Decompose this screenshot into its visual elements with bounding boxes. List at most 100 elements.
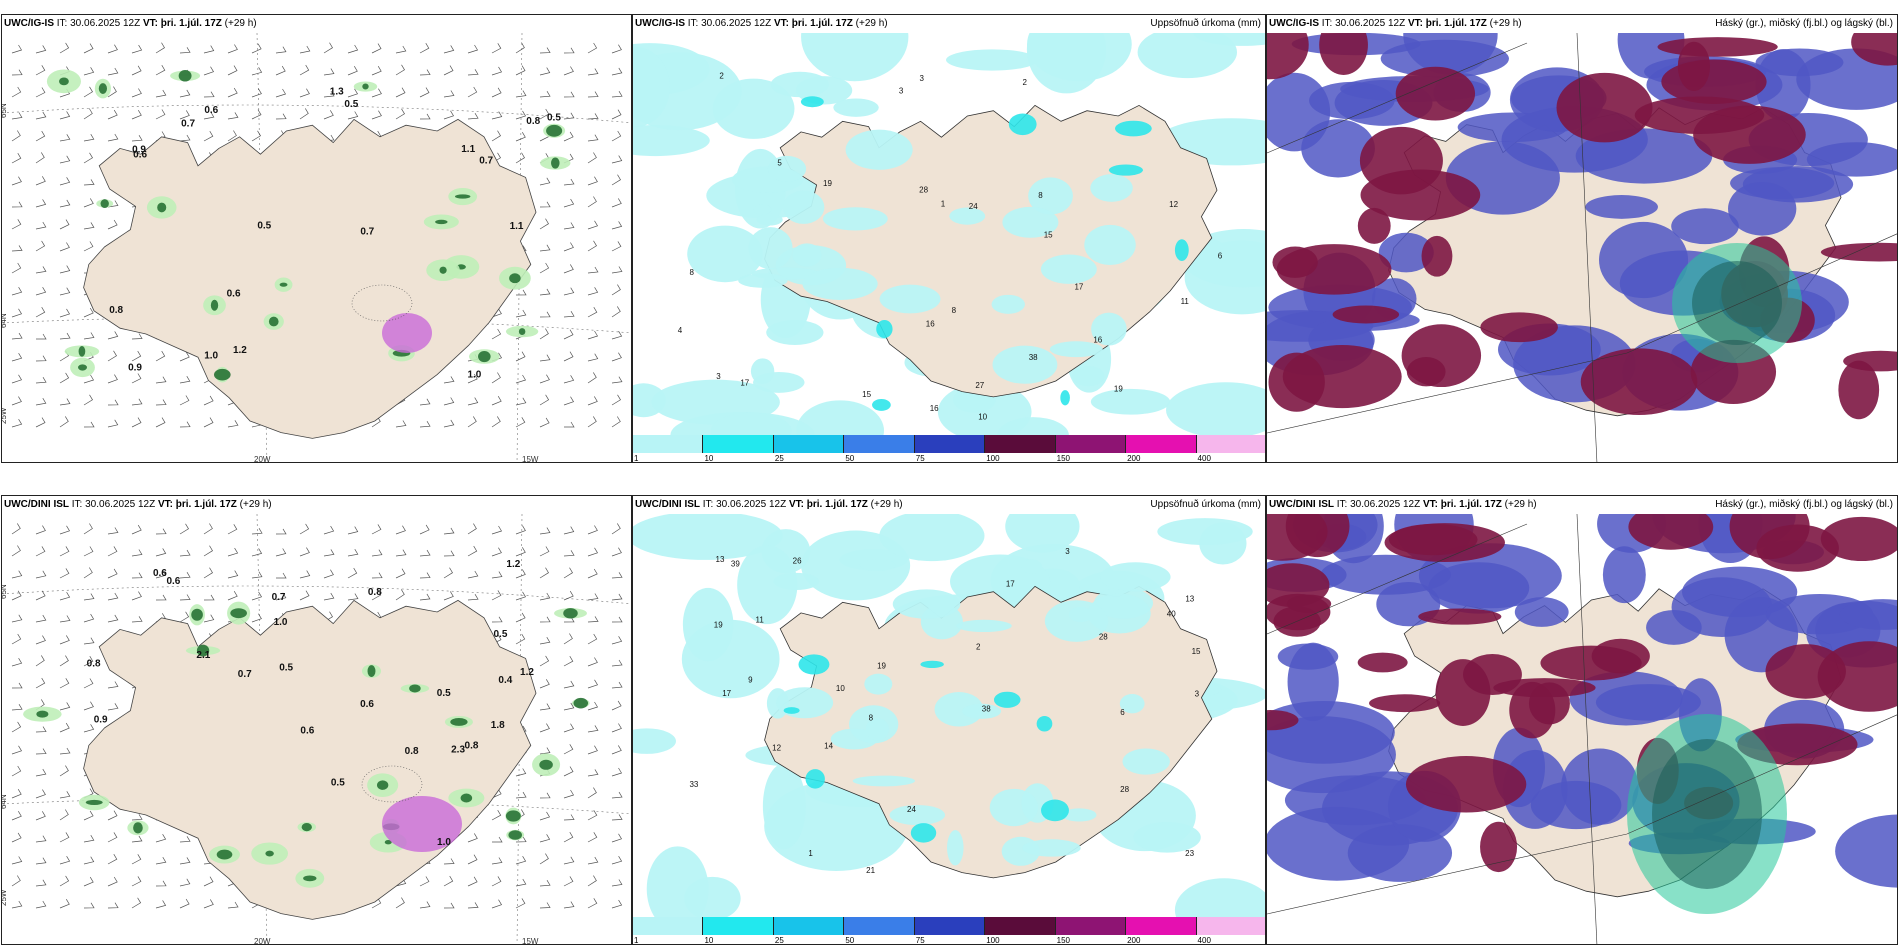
wind-barb bbox=[491, 571, 503, 579]
wind-barb bbox=[347, 526, 359, 535]
high-cloud bbox=[1540, 645, 1642, 681]
wind-barb bbox=[35, 240, 46, 252]
mid-cloud bbox=[1806, 142, 1897, 177]
precip-core bbox=[478, 350, 491, 363]
precip-core bbox=[178, 70, 192, 82]
colorbar-label: 150 bbox=[1056, 454, 1071, 463]
wind-barb bbox=[491, 876, 502, 887]
value-label: 6 bbox=[1120, 708, 1125, 717]
wind-barb bbox=[563, 66, 574, 76]
wind-barb bbox=[563, 396, 575, 406]
precip-area bbox=[1049, 341, 1103, 358]
value-label: 0.8 bbox=[109, 305, 123, 316]
value-label: 4 bbox=[678, 326, 683, 335]
wind-barb bbox=[203, 899, 214, 909]
wind-barb bbox=[491, 43, 502, 54]
wind-barb bbox=[131, 549, 143, 557]
high-cloud bbox=[1388, 523, 1478, 556]
wind-barb bbox=[539, 218, 549, 230]
wind-barb bbox=[347, 549, 359, 557]
precip-core bbox=[539, 759, 553, 770]
wind-barb bbox=[11, 900, 23, 909]
wind-barb bbox=[563, 375, 575, 384]
wind-barb bbox=[11, 219, 22, 230]
wind-barb bbox=[59, 765, 69, 777]
wind-barb bbox=[611, 767, 623, 777]
wind-barb bbox=[275, 528, 287, 535]
wind-barb bbox=[515, 547, 526, 557]
precip-area bbox=[756, 213, 783, 226]
cloud-title: Háský (gr.), miðský (fj.bl.) og lágský (… bbox=[1715, 499, 1893, 510]
precip-core bbox=[210, 299, 219, 311]
graticule-line bbox=[1267, 523, 1528, 635]
value-label: 11 bbox=[756, 616, 765, 625]
wind-barb bbox=[83, 421, 95, 428]
wind-barb bbox=[563, 131, 574, 142]
value-label: 13 bbox=[1185, 595, 1194, 604]
precip-area bbox=[947, 829, 964, 866]
wind-barb bbox=[539, 328, 549, 340]
wind-barb bbox=[155, 880, 167, 887]
wind-barb bbox=[563, 329, 574, 340]
high-cloud bbox=[1628, 514, 1714, 550]
wind-barb bbox=[107, 419, 119, 428]
colorbar-segment bbox=[914, 917, 986, 935]
precip-core bbox=[454, 194, 471, 199]
colorbar-label: 25 bbox=[774, 936, 784, 945]
wind-barb bbox=[467, 523, 477, 535]
value-label: 0.8 bbox=[87, 659, 101, 670]
precip-heavy bbox=[876, 319, 893, 339]
colorbar-segment bbox=[844, 917, 915, 935]
wind-barb bbox=[11, 633, 22, 645]
wind-barb bbox=[611, 416, 621, 428]
wind-barb bbox=[515, 351, 526, 362]
colorbar-label: 50 bbox=[845, 454, 855, 463]
precip-core bbox=[85, 799, 103, 805]
precip-core bbox=[362, 83, 369, 90]
mid-cloud bbox=[1728, 181, 1797, 236]
value-label: 9 bbox=[748, 676, 753, 685]
wind-barb bbox=[11, 69, 23, 76]
wind-barb bbox=[179, 351, 190, 362]
wind-barb bbox=[203, 66, 215, 76]
colorbar-segment bbox=[1196, 917, 1265, 935]
high-cloud bbox=[1395, 66, 1476, 121]
wind-barb bbox=[59, 678, 70, 689]
precip-heavy bbox=[1060, 390, 1070, 406]
wind-barb bbox=[347, 44, 359, 54]
colorbar-label: 400 bbox=[1197, 936, 1211, 945]
wind-barb bbox=[59, 111, 71, 120]
wind-barb bbox=[467, 373, 478, 384]
value-label: 0.6 bbox=[204, 105, 218, 116]
value-label: 16 bbox=[926, 319, 935, 328]
wind-barb bbox=[323, 569, 334, 579]
wind-barb bbox=[35, 176, 46, 186]
graticule-line bbox=[1576, 33, 1598, 462]
mid-cloud bbox=[1561, 748, 1639, 825]
wind-barb bbox=[83, 835, 95, 843]
wind-barb bbox=[563, 744, 574, 755]
precip-heavy bbox=[920, 660, 944, 668]
mid-cloud bbox=[1403, 33, 1498, 75]
wind-barb bbox=[563, 616, 575, 623]
precip-area bbox=[949, 207, 986, 225]
wind-barb bbox=[587, 307, 598, 318]
wind-barb bbox=[539, 679, 550, 689]
colorbar: 1 10 25 50 75 100 150 200 400 bbox=[633, 917, 1265, 944]
precip-heavy bbox=[910, 823, 937, 843]
value-label: 0.4 bbox=[498, 675, 512, 686]
colorbar-segment bbox=[633, 435, 704, 453]
wind-barb bbox=[131, 65, 142, 76]
wind-barb bbox=[419, 593, 431, 601]
wind-barb bbox=[491, 66, 503, 76]
precip-area bbox=[776, 687, 834, 719]
wind-barb bbox=[179, 47, 191, 54]
value-label: 0.5 bbox=[344, 99, 358, 110]
wind-barb bbox=[563, 198, 575, 208]
value-label: 0.7 bbox=[360, 226, 374, 237]
precip-heavy bbox=[783, 707, 800, 714]
wind-barb bbox=[35, 768, 47, 777]
wind-barb bbox=[83, 701, 94, 711]
precip-area bbox=[796, 400, 885, 437]
value-label: 0.6 bbox=[166, 576, 180, 587]
